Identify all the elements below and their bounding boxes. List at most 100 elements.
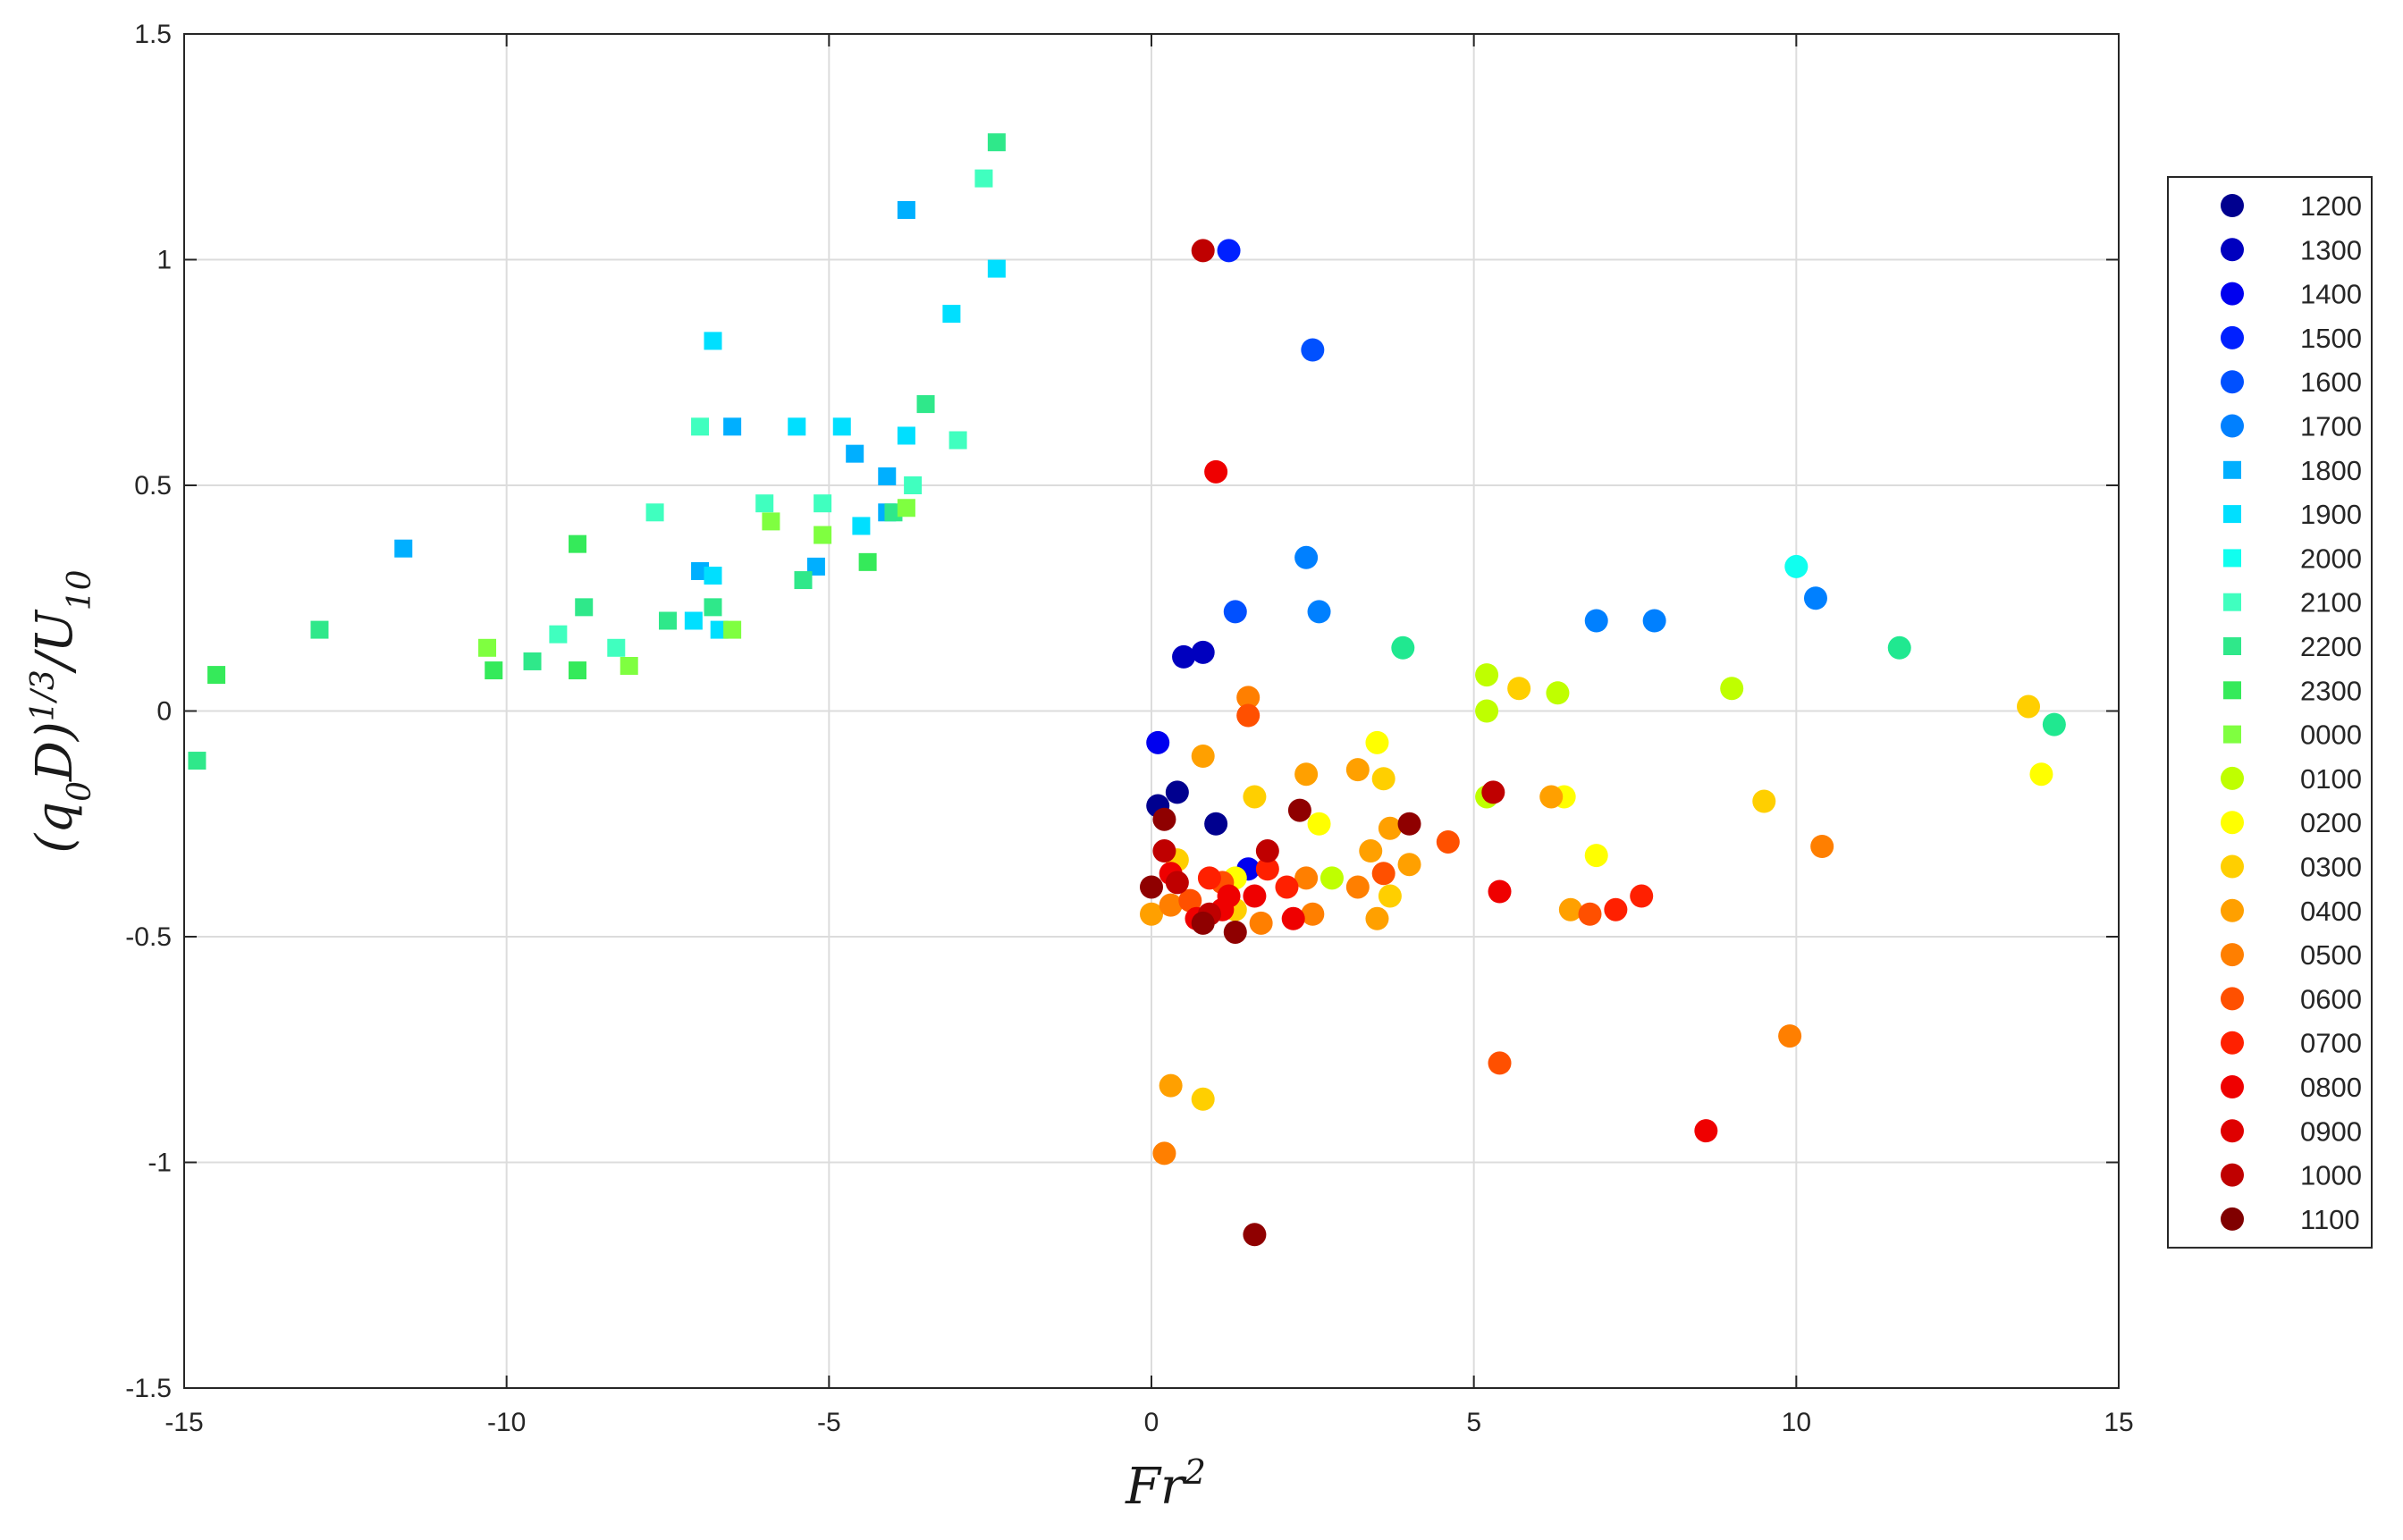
data-point-0200 (1307, 812, 1331, 836)
data-point-1600 (1301, 338, 1325, 362)
data-point-0000 (762, 512, 780, 531)
legend-label-1100: 1100 (2300, 1204, 2360, 1235)
data-point-2300 (1391, 635, 1415, 660)
data-point-0600 (1488, 1051, 1512, 1075)
data-point-1000 (1140, 875, 1163, 899)
data-point-0500 (1301, 902, 1325, 926)
legend-marker-1800 (2223, 460, 2241, 479)
data-point-0000 (814, 526, 832, 544)
y-tick-label: 1.5 (134, 20, 172, 49)
data-point-0000 (723, 620, 742, 639)
legend-marker-1200 (2221, 194, 2244, 217)
data-point-1900 (704, 567, 722, 585)
legend-label-0200: 0200 (2300, 807, 2362, 838)
data-point-2200 (659, 611, 677, 630)
data-point-0600 (1236, 703, 1261, 728)
data-point-1600 (1223, 600, 1247, 624)
axis-ticks: -15 -10 -5 0 5 10 15 -1.5 -1 -0.5 0 0.5 1 1.5 (125, 20, 2133, 1437)
data-point-0200 (1584, 844, 1608, 868)
legend-marker-1000 (2221, 1163, 2244, 1187)
data-point-0700 (1255, 857, 1279, 881)
data-point-0400 (1345, 758, 1370, 782)
data-point-1200 (1204, 812, 1228, 836)
legend-marker-1400 (2221, 282, 2244, 306)
data-point-0800 (1488, 879, 1512, 904)
data-point-1800 (846, 444, 864, 463)
legend-marker-2300 (2223, 681, 2241, 700)
data-point-0600 (1178, 888, 1202, 913)
data-point-1300 (1191, 640, 1215, 664)
data-point-1500 (1217, 239, 1241, 263)
data-point-2300 (569, 534, 587, 553)
data-point-1700 (1307, 600, 1331, 624)
data-point-0300 (1507, 677, 1531, 701)
data-point-1700 (1584, 609, 1608, 633)
data-point-2100 (607, 638, 626, 657)
data-point-1400 (1146, 730, 1170, 754)
data-point-2200 (310, 620, 329, 639)
data-point-1800 (806, 557, 825, 576)
data-point-1900 (788, 417, 806, 436)
data-point-0700 (1630, 884, 1654, 908)
legend-marker-0000 (2223, 725, 2241, 744)
legend-label-1600: 1600 (2300, 366, 2362, 398)
data-point-0100 (1475, 699, 1499, 723)
legend-label-0300: 0300 (2300, 852, 2362, 883)
data-point-0900 (1152, 839, 1176, 863)
legend-label-1500: 1500 (2300, 323, 2362, 354)
data-point-0000 (478, 638, 497, 657)
data-point-1200 (1165, 780, 1189, 804)
legend-marker-1100 (2221, 1207, 2244, 1231)
data-point-0300 (1243, 785, 1267, 809)
data-point-2100 (974, 169, 993, 188)
x-tick-label: 5 (1466, 1408, 1481, 1437)
legend-label-0100: 0100 (2300, 763, 2362, 795)
legend-label-0600: 0600 (2300, 983, 2362, 1014)
legend-marker-0100 (2221, 766, 2244, 790)
y-tick-label: 0 (156, 697, 172, 727)
data-point-0400 (1140, 902, 1163, 926)
legend-label-2000: 2000 (2300, 543, 2362, 574)
data-point-0600 (1371, 862, 1395, 886)
data-point-0100 (1720, 677, 1744, 701)
legend-label-0000: 0000 (2300, 720, 2362, 751)
data-point-0600 (1578, 902, 1602, 926)
legend-label-0800: 0800 (2300, 1072, 2362, 1103)
legend-marker-2000 (2223, 549, 2241, 568)
data-point-0900 (1191, 239, 1215, 263)
data-point-0300 (1378, 884, 1402, 908)
legend: 1200 1300 1400 1500 1600 1700 1800 1900 2000 2100… (2167, 176, 2373, 1249)
legend-marker-0600 (2221, 987, 2244, 1011)
data-point-1800 (897, 200, 915, 219)
data-point-2200 (794, 571, 813, 590)
data-point-1000 (1223, 920, 1247, 944)
data-point-2300 (485, 661, 503, 680)
data-point-0400 (1159, 1073, 1183, 1098)
y-tick-label: 1 (156, 246, 172, 275)
legend-marker-0200 (2221, 811, 2244, 835)
data-point-1700 (1803, 586, 1827, 610)
data-point-0000 (897, 499, 915, 518)
data-point-0500 (1810, 835, 1834, 858)
data-point-2200 (916, 395, 935, 414)
data-point-1900 (704, 332, 722, 350)
data-point-0100 (1546, 681, 1570, 705)
data-point-2100 (691, 417, 710, 436)
data-point-2100 (645, 503, 664, 522)
legend-label-0700: 0700 (2300, 1028, 2362, 1059)
data-point-0400 (1294, 762, 1319, 787)
data-point-1900 (852, 517, 871, 535)
legend-label-0900: 0900 (2300, 1115, 2362, 1147)
legend-label-2200: 2200 (2300, 631, 2362, 662)
data-point-0000 (620, 657, 638, 675)
data-point-1700 (1642, 609, 1666, 633)
legend-marker-0300 (2221, 854, 2244, 879)
data-point-0300 (1191, 1087, 1215, 1111)
data-point-0900 (1165, 871, 1189, 895)
legend-marker-0800 (2221, 1075, 2244, 1098)
legend-marker-0400 (2221, 898, 2244, 922)
data-point-1900 (942, 305, 961, 324)
data-point-2200 (188, 752, 207, 770)
data-point-2200 (523, 652, 542, 670)
